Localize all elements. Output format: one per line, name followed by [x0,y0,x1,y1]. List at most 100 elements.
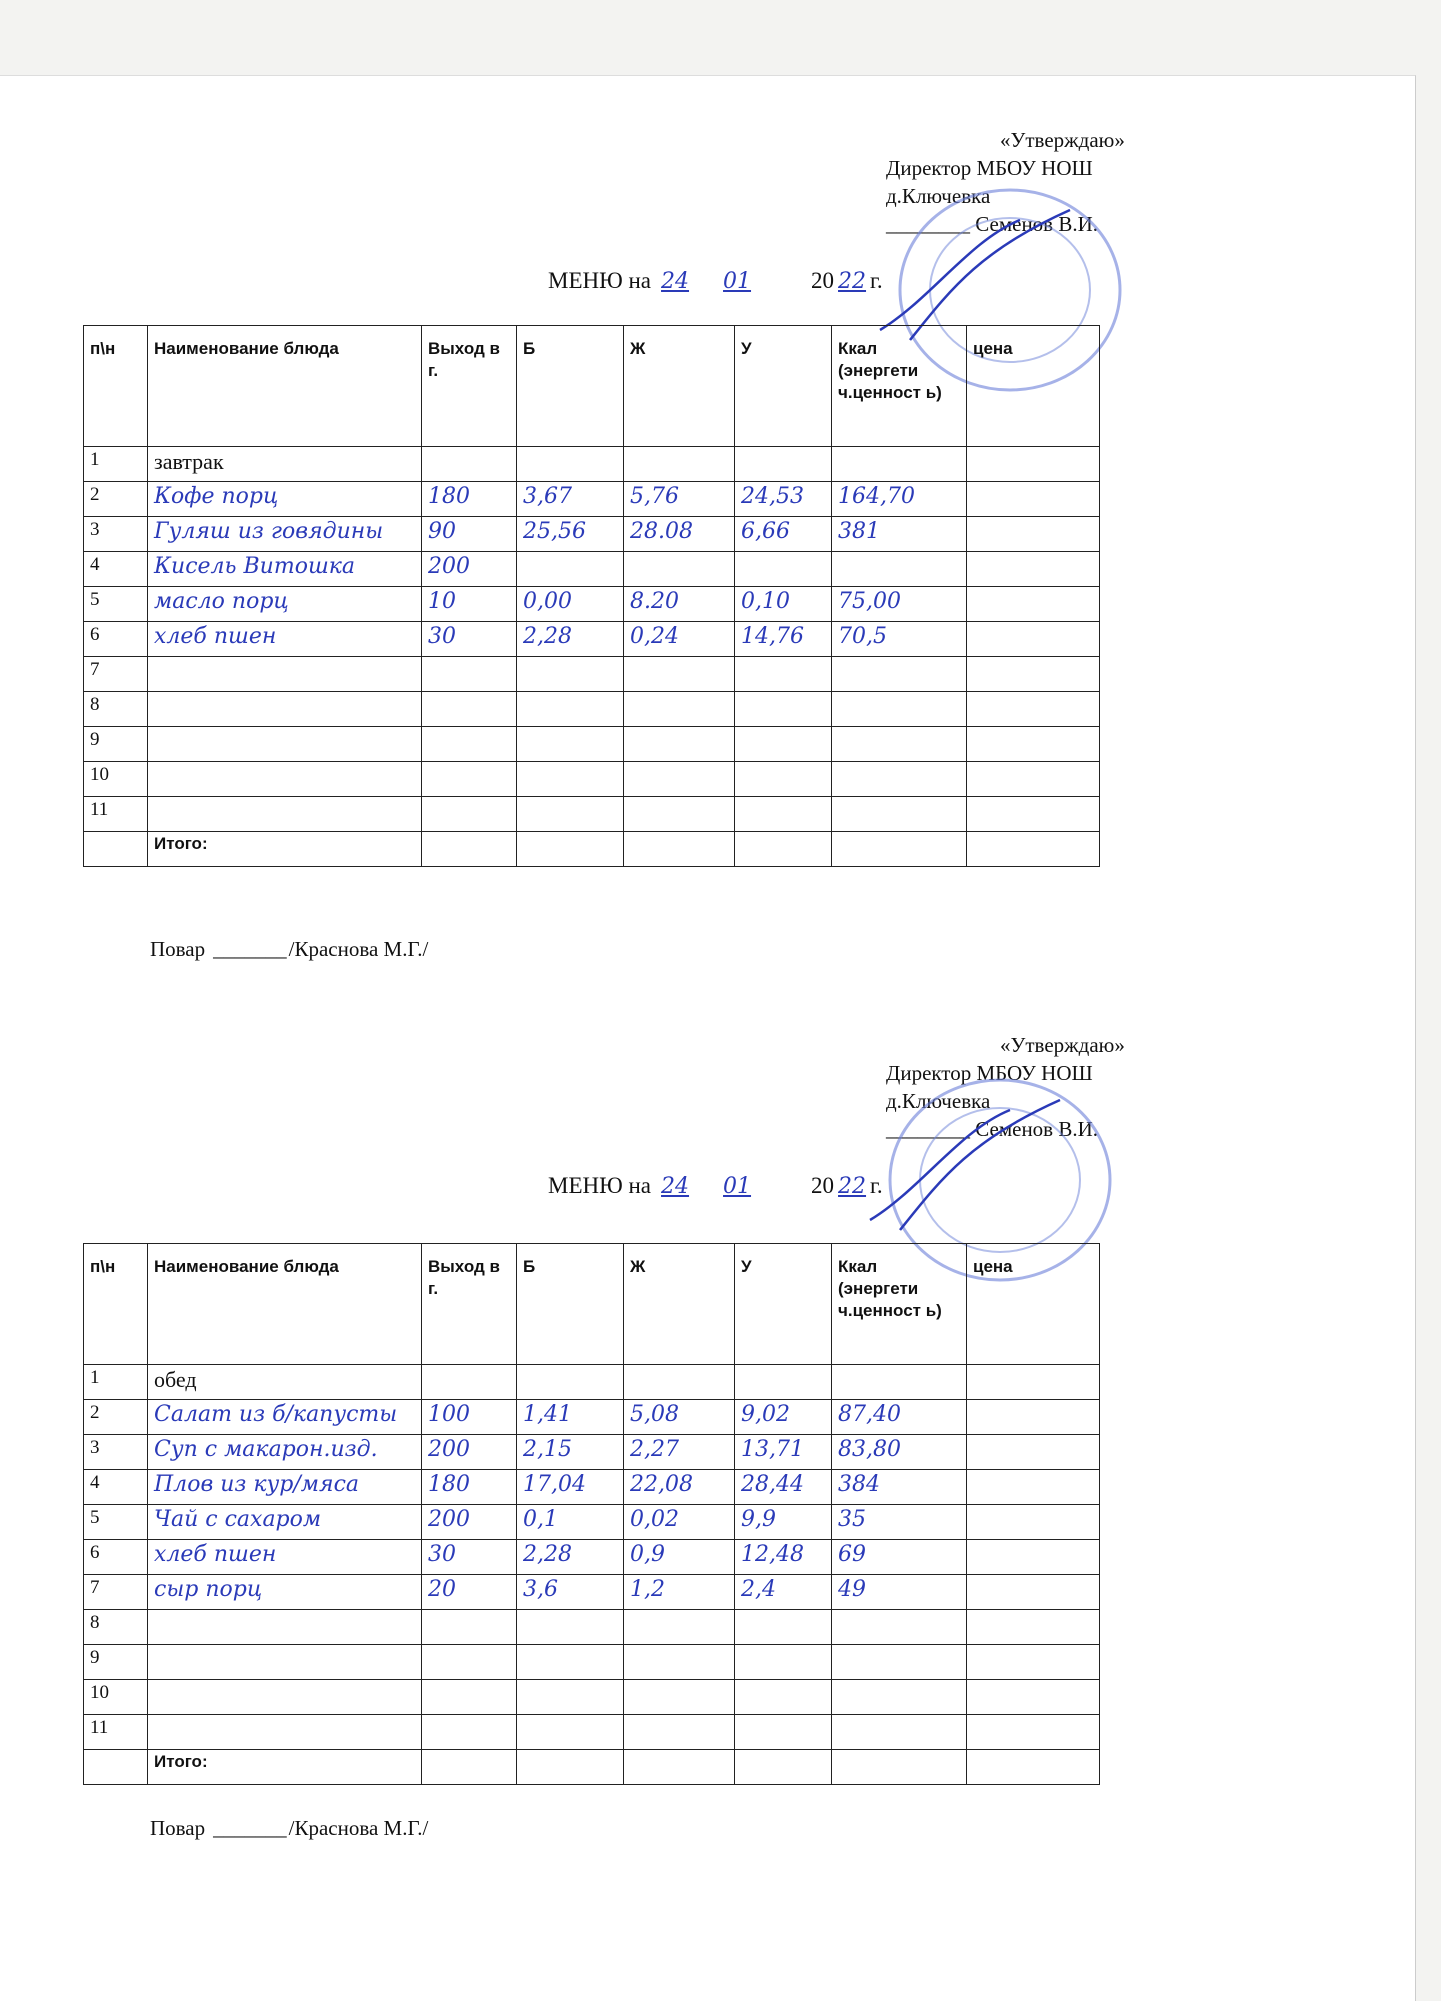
cell-u [734,726,832,762]
total-cell [831,831,967,867]
handwritten-kcal: 69 [838,1542,866,1567]
table-header-row: п\н Наименование блюда Выход в г. Б Ж У Ккал (… [83,325,1100,447]
handwritten-zh: 5,76 [630,484,679,509]
handwritten-u: 12,48 [741,1542,804,1567]
column-header: У [734,1243,832,1365]
cell-u [734,761,832,797]
cell-price [966,1434,1100,1470]
cell-n: 3 [83,1434,148,1470]
handwritten-out: 180 [428,484,470,509]
cell-price [966,551,1100,587]
column-header: Б [516,325,624,447]
cook-label: Повар [150,937,206,961]
table-row: 6 хлеб пшен 30 2,28 0,9 12,48 69 [83,1539,1100,1575]
cell-kcal [831,656,967,692]
cell-u [734,796,832,832]
cook-name: /Краснова М.Г./ [288,937,429,961]
cell-zh: 5,08 [623,1399,735,1435]
cell-b [516,1644,624,1680]
handwritten-u: 9,02 [741,1402,790,1427]
cell-price [966,481,1100,517]
cell-u [734,656,832,692]
handwritten-name: Салат из б/капусты [154,1402,398,1427]
handwritten-u: 14,76 [741,624,804,649]
handwritten-b: 3,6 [523,1577,558,1602]
table-row: 11 [83,796,1100,832]
table-row: 8 [83,691,1100,727]
cell-kcal: 87,40 [831,1399,967,1435]
cell-out: 90 [421,516,517,552]
cell-kcal [831,691,967,727]
cell-out [421,446,517,482]
table-row: 4 Плов из кур/мяса 180 17,04 22,08 28,44 384 [83,1469,1100,1505]
column-header: п\н [83,325,148,447]
handwritten-zh: 22,08 [630,1472,693,1497]
cell-price [966,586,1100,622]
cell-price [966,1504,1100,1540]
cell-out: 30 [421,1539,517,1575]
cell-kcal: 164,70 [831,481,967,517]
cell-kcal [831,551,967,587]
table-row: 5 масло порц 10 0,00 8.20 0,10 75,00 [83,586,1100,622]
cell-b: 0,1 [516,1504,624,1540]
title-year-prefix: 20 [811,268,835,293]
total-cell [421,1749,517,1785]
cell-name: масло порц [147,586,422,622]
cell-kcal: 69 [831,1539,967,1575]
table-row: 4 Кисель Витошка 200 [83,551,1100,587]
total-cell [83,831,148,867]
cell-b [516,796,624,832]
cell-b: 2,28 [516,1539,624,1575]
cell-price [966,1469,1100,1505]
cell-u: 13,71 [734,1434,832,1470]
menu-table: п\н Наименование блюда Выход в г. Б Ж У Ккал (… [83,1243,1100,1785]
handwritten-kcal: 87,40 [838,1402,901,1427]
cell-n: 6 [83,1539,148,1575]
cell-name [147,796,422,832]
handwritten-name: Чай с сахаром [154,1507,322,1532]
cell-kcal: 384 [831,1469,967,1505]
cell-zh [623,1714,735,1750]
cell-u [734,446,832,482]
cell-zh [623,1609,735,1645]
cell-zh: 5,76 [623,481,735,517]
cell-b: 25,56 [516,516,624,552]
cell-price [966,1714,1100,1750]
cell-kcal [831,1679,967,1715]
cell-u [734,691,832,727]
cell-u: 28,44 [734,1469,832,1505]
cell-u [734,1644,832,1680]
cell-name [147,691,422,727]
title-day: 24 [661,1174,690,1199]
cell-u: 14,76 [734,621,832,657]
cell-name [147,1679,422,1715]
column-header: цена [966,325,1100,447]
cell-name: Салат из б/капусты [147,1399,422,1435]
approval-place: д.Ключевка [886,1089,991,1113]
handwritten-out: 90 [428,519,456,544]
column-header: Ккал (энергети ч.ценност ь) [831,325,967,447]
cell-price [966,446,1100,482]
total-cell [966,831,1100,867]
cell-u [734,1679,832,1715]
cell-name: Кисель Витошка [147,551,422,587]
handwritten-name: Гуляш из говядины [154,519,384,544]
cell-n: 3 [83,516,148,552]
handwritten-zh: 0,24 [630,624,679,649]
cook-label: Повар [150,1816,206,1840]
cell-name [147,656,422,692]
total-cell [966,1749,1100,1785]
cell-n: 1 [83,1364,148,1400]
cell-out: 200 [421,1434,517,1470]
cell-out [421,1714,517,1750]
cell-out: 180 [421,481,517,517]
cell-zh: 28.08 [623,516,735,552]
approval-approve: «Утверждаю» [1000,128,1125,152]
cell-name: хлеб пшен [147,621,422,657]
cell-n: 9 [83,1644,148,1680]
handwritten-u: 28,44 [741,1472,804,1497]
cell-zh: 8.20 [623,586,735,622]
table-row: 6 хлеб пшен 30 2,28 0,24 14,76 70,5 [83,621,1100,657]
handwritten-out: 10 [428,589,456,614]
cell-price [966,796,1100,832]
